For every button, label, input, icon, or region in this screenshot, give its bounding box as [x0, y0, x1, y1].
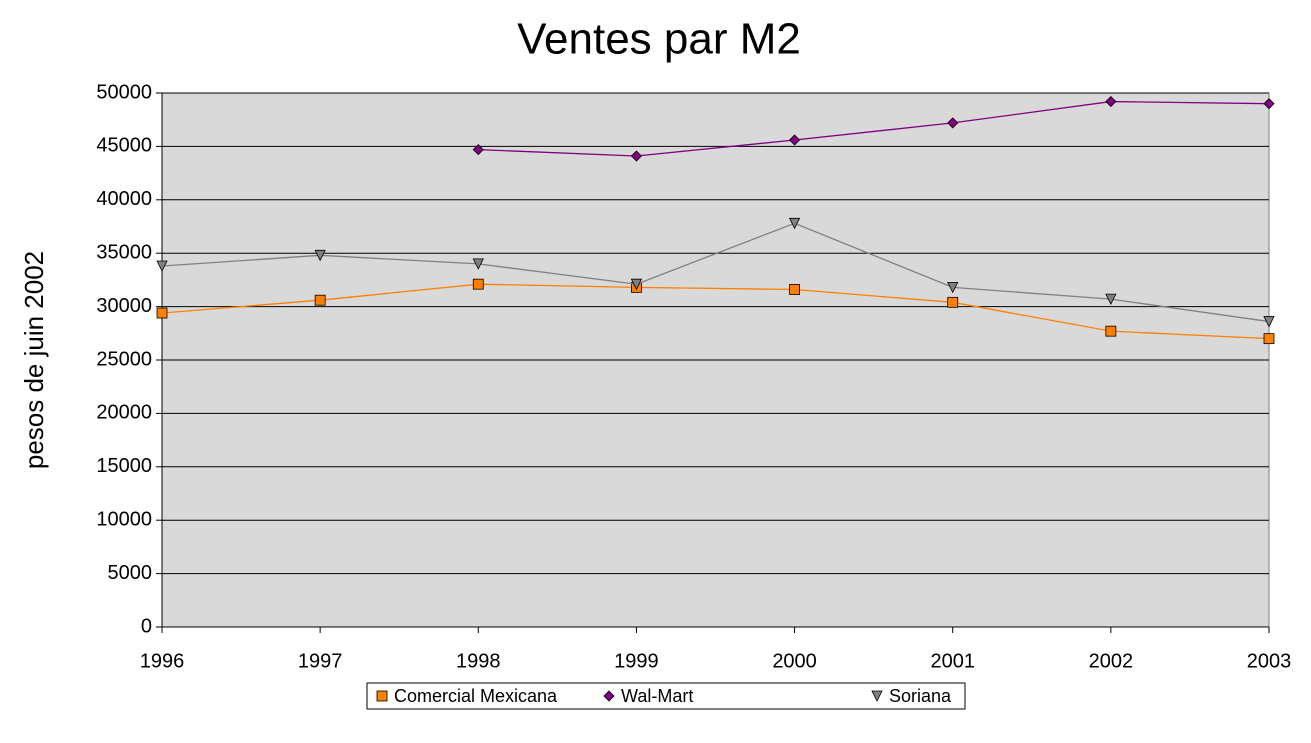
marker [630, 278, 643, 291]
marker [472, 144, 484, 156]
marker [871, 690, 883, 702]
chart-title: Ventes par M2 [517, 15, 801, 64]
x-tick-label: 1999 [614, 650, 659, 672]
x-tick-label: 2000 [772, 650, 817, 672]
x-tick-label: 1997 [298, 650, 343, 672]
marker [1105, 293, 1117, 306]
x-tick-label: 1996 [140, 650, 185, 672]
series-line [478, 100, 1270, 157]
marker [789, 134, 801, 146]
y-tick-label: 40000 [96, 188, 152, 210]
marker [603, 690, 615, 702]
series-line [161, 283, 1270, 340]
legend-label: Soriana [889, 686, 952, 706]
y-tick-label: 5000 [108, 562, 153, 584]
marker [947, 281, 959, 294]
y-tick-label: 30000 [96, 295, 152, 317]
marker [947, 117, 959, 129]
x-tick-label: 2002 [1089, 650, 1134, 672]
legend: Comercial Mexicana Wal-Mart Soriana [366, 682, 966, 710]
legend-label: Wal-Mart [621, 686, 693, 706]
series-line [161, 222, 1270, 323]
y-axis-label: pesos de juin 2002 [19, 251, 49, 469]
marker [376, 690, 388, 702]
y-tick-label: 20000 [96, 402, 152, 424]
x-tick-label: 2001 [930, 650, 975, 672]
marker [1263, 333, 1275, 345]
marker [788, 217, 801, 230]
marker [789, 284, 800, 295]
marker [1263, 316, 1275, 328]
y-tick-label: 45000 [96, 135, 152, 157]
marker [1105, 325, 1117, 337]
y-tick-label: 10000 [96, 508, 152, 530]
marker [1263, 98, 1275, 110]
y-tick-label: 0 [141, 615, 152, 637]
y-tick-label: 35000 [96, 241, 152, 263]
x-tick-label: 2003 [1247, 650, 1292, 672]
marker [1105, 95, 1117, 108]
marker [156, 307, 168, 319]
marker [156, 260, 168, 272]
y-tick-label: 50000 [96, 81, 152, 103]
marker [314, 249, 326, 262]
marker [630, 150, 642, 162]
legend-label: Comercial Mexicana [394, 686, 558, 706]
y-tick-label: 15000 [96, 455, 152, 477]
legend-box [366, 682, 966, 710]
marker [472, 278, 484, 290]
marker [472, 258, 484, 270]
marker [314, 294, 326, 306]
x-tick-label: 1998 [456, 650, 501, 672]
y-tick-label: 25000 [96, 348, 152, 370]
marker [947, 296, 959, 308]
